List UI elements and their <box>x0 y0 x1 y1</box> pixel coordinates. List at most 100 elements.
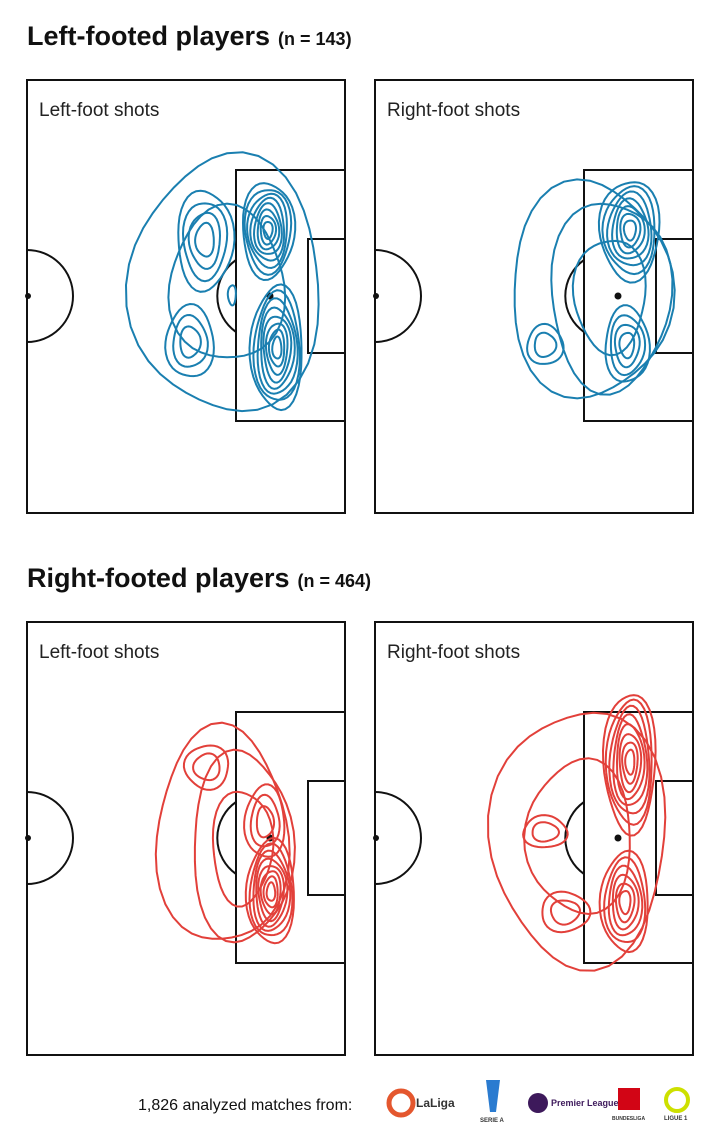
contour <box>262 315 293 384</box>
contour <box>182 744 230 791</box>
contour <box>618 733 643 794</box>
contour <box>597 181 661 284</box>
contour <box>622 219 638 242</box>
contour <box>172 313 209 368</box>
contour <box>606 190 653 267</box>
contour <box>624 748 636 776</box>
contour <box>607 864 644 937</box>
contour <box>243 189 293 276</box>
section-title: Right-footed players (n = 464) <box>27 563 371 593</box>
panel-label: Left-foot shots <box>39 642 159 663</box>
penalty-spot <box>614 834 622 842</box>
center-spot <box>373 293 379 299</box>
contour <box>248 842 294 937</box>
panel-label: Right-foot shots <box>387 100 520 121</box>
contour <box>550 202 674 396</box>
density-contours <box>487 694 667 972</box>
contour <box>264 322 289 376</box>
contour <box>615 723 646 801</box>
contour <box>164 302 215 378</box>
contour <box>611 873 640 931</box>
contour <box>246 192 288 270</box>
contour <box>194 221 215 258</box>
contour <box>598 849 649 954</box>
contour <box>177 189 236 293</box>
contour <box>255 805 276 839</box>
contour <box>193 748 296 944</box>
contour <box>549 899 582 926</box>
penalty-spot <box>614 292 622 300</box>
contour <box>618 331 636 360</box>
six-yard-box <box>655 238 694 354</box>
center-circle <box>26 791 74 885</box>
contour <box>248 283 303 412</box>
contour <box>256 297 299 395</box>
contour <box>619 212 642 249</box>
serie-a-logo <box>486 1080 500 1112</box>
center-spot <box>25 835 31 841</box>
contour <box>252 202 283 255</box>
contour <box>260 306 296 390</box>
contour <box>179 325 202 359</box>
contour <box>526 322 565 365</box>
contour <box>618 889 632 916</box>
league-name: SERIE A <box>480 1118 504 1124</box>
footer-text: 1,826 analyzed matches from: <box>138 1097 352 1114</box>
league-name: Premier League <box>551 1098 619 1108</box>
contour <box>267 328 286 368</box>
contour <box>256 208 281 251</box>
center-spot <box>373 835 379 841</box>
panel-label: Right-foot shots <box>387 642 520 663</box>
contour <box>226 284 237 307</box>
ligue-1-logo <box>664 1087 690 1113</box>
contour <box>252 849 292 932</box>
contour <box>257 865 286 923</box>
contour <box>255 857 289 928</box>
center-circle <box>374 791 422 885</box>
contour <box>259 214 278 246</box>
pitch-panel: Right-foot shots <box>373 621 694 1056</box>
panel-label: Left-foot shots <box>39 100 159 121</box>
penalty-arc <box>564 801 585 875</box>
title-main: Left-footed players <box>27 21 270 51</box>
league-logos: LaLiga SERIE A Premier League BUNDESLIGA… <box>386 1080 690 1124</box>
pitch-panel: Right-foot shots <box>373 79 694 514</box>
contour <box>615 205 646 255</box>
contour <box>181 202 229 283</box>
six-yard-box <box>307 238 346 354</box>
contour <box>601 185 656 276</box>
contour <box>192 752 221 782</box>
contour <box>601 694 657 837</box>
contour <box>124 151 320 413</box>
six-yard-box <box>655 780 694 896</box>
center-spot <box>25 293 31 299</box>
density-contours <box>154 721 296 945</box>
title-count: (n = 143) <box>278 29 352 49</box>
contour <box>252 289 301 401</box>
center-circle <box>374 249 422 343</box>
contour <box>621 741 639 785</box>
contour <box>609 314 647 377</box>
contour <box>611 197 650 260</box>
contour <box>608 704 651 815</box>
pitch-panel: Left-foot shots <box>25 79 346 514</box>
contour <box>604 304 651 383</box>
contour <box>513 178 676 400</box>
contour <box>265 881 277 902</box>
contour <box>614 882 636 924</box>
title-count: (n = 464) <box>298 571 372 591</box>
contour <box>262 875 279 909</box>
density-contours <box>124 151 320 413</box>
center-circle <box>26 249 74 343</box>
six-yard-box <box>307 780 346 896</box>
contour <box>259 870 282 916</box>
penalty-arc <box>216 259 237 333</box>
premier-league-logo <box>528 1093 548 1113</box>
contour <box>249 196 286 262</box>
contour <box>271 335 283 360</box>
league-name: BUNDESLIGA <box>612 1116 645 1122</box>
penalty-arc <box>216 801 237 875</box>
contour <box>487 711 667 972</box>
league-name: LaLiga <box>416 1096 455 1110</box>
